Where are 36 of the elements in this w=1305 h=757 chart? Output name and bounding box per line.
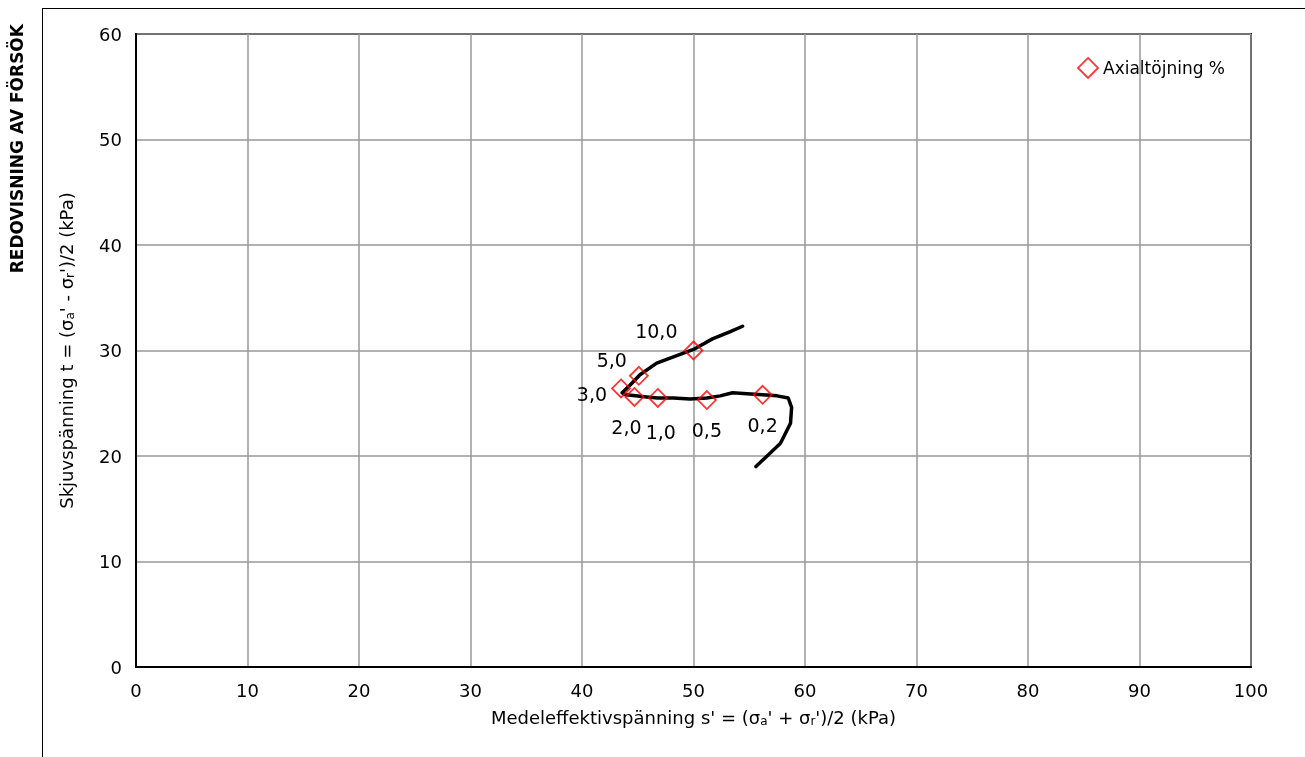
x-tick-label: 20 bbox=[347, 679, 371, 701]
x-tick-label: 60 bbox=[793, 679, 817, 701]
y-tick-label: 40 bbox=[99, 234, 122, 256]
point bbox=[696, 390, 717, 410]
legend-label: Axialtöjning % bbox=[1103, 57, 1226, 78]
x-tick-label: 0 bbox=[130, 679, 142, 701]
y-tick-label: 60 bbox=[99, 23, 122, 45]
point bbox=[647, 388, 668, 408]
annotation: 10,0 bbox=[635, 319, 678, 342]
point bbox=[611, 378, 631, 399]
x-tick-label: 10 bbox=[236, 679, 259, 701]
x-tick-label: 40 bbox=[570, 679, 594, 701]
point bbox=[628, 365, 649, 386]
point bbox=[683, 340, 704, 361]
x-tick-label: 50 bbox=[682, 679, 705, 701]
y-tick-label: 30 bbox=[99, 340, 122, 361]
x-tick-label: 80 bbox=[1016, 679, 1040, 701]
y-axis-title: Skjuvspänning t = (σa' - σr')/2 (kPa) bbox=[55, 192, 77, 509]
annotation: 2,0 bbox=[611, 415, 642, 438]
annotation: 0,5 bbox=[691, 419, 722, 442]
point bbox=[752, 384, 773, 405]
x-tick-label: 100 bbox=[1233, 679, 1269, 701]
x-tick-label: 30 bbox=[459, 679, 482, 701]
y-tick-label: 50 bbox=[99, 129, 122, 150]
annotation: 0,2 bbox=[747, 413, 778, 436]
y-tick-label: 10 bbox=[99, 551, 122, 572]
y-tick-label: 0 bbox=[110, 656, 122, 678]
y-tick-label: 20 bbox=[99, 445, 122, 467]
x-tick-label: 90 bbox=[1128, 679, 1151, 701]
annotation: 5,0 bbox=[596, 348, 627, 371]
text: REDOVISNING AV FÖRSÖK bbox=[5, 23, 27, 274]
x-axis-title: Medeleffektivspänning s' = (σa' + σr')/2 (kPa) bbox=[490, 706, 897, 728]
x-tick-label: 70 bbox=[905, 679, 928, 701]
annotation: 3,0 bbox=[576, 383, 608, 406]
point bbox=[624, 387, 645, 407]
annotation: 1,0 bbox=[645, 420, 676, 443]
